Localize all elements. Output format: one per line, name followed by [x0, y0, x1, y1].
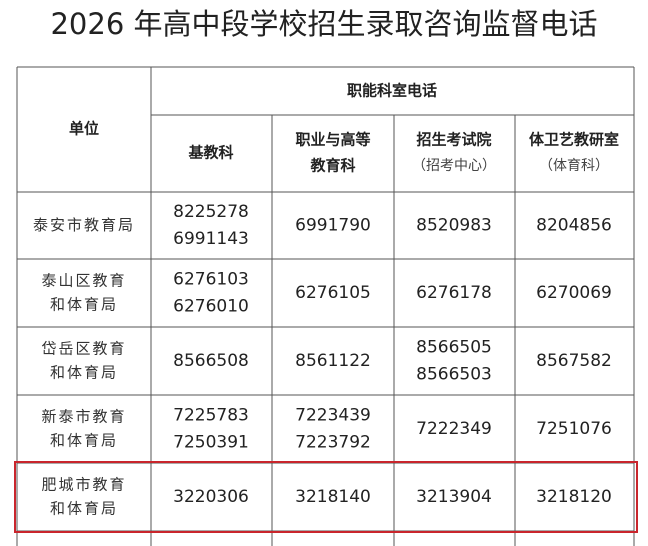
- unit-name: 新泰市教育: [41, 408, 126, 426]
- column-header: 基教科: [187, 144, 233, 162]
- phone-number: 3220306: [173, 487, 249, 507]
- phone-number: 6270069: [536, 283, 612, 303]
- unit-name: 肥城市教育: [41, 476, 126, 494]
- phone-number: 7222349: [416, 419, 492, 439]
- column-header: 招生考试院: [416, 131, 491, 149]
- group-header: 职能科室电话: [347, 82, 437, 100]
- phone-number: 7250391: [173, 433, 249, 453]
- unit-name: 泰安市教育局: [33, 216, 135, 234]
- column-header: 职业与高等: [295, 131, 370, 149]
- phone-number: 7225783: [173, 406, 249, 426]
- unit-name: 和体育局: [50, 296, 118, 314]
- phone-number: 8566503: [416, 365, 492, 385]
- phone-number: 8561122: [295, 351, 371, 371]
- highlight-box: [14, 461, 638, 533]
- unit-name: 泰山区教育: [41, 272, 126, 290]
- phone-number: 3213904: [416, 487, 492, 507]
- phone-number: 8566505: [416, 338, 492, 358]
- phone-number: 3218120: [536, 487, 612, 507]
- unit-name: 和体育局: [50, 364, 118, 382]
- phone-number: 6276105: [295, 283, 371, 303]
- page-title: 2026 年高中段学校招生录取咨询监督电话: [50, 7, 597, 41]
- phone-number: 6276010: [173, 297, 249, 317]
- phone-number: 6276103: [173, 270, 249, 290]
- unit-name: 岱岳区教育: [41, 340, 126, 358]
- phone-number: 8566508: [173, 351, 249, 371]
- unit-name: 和体育局: [50, 500, 118, 518]
- phone-number: 8567582: [536, 351, 612, 371]
- phone-number: 3218140: [295, 487, 371, 507]
- phone-number: 6991790: [295, 216, 371, 236]
- phone-number: 7251076: [536, 419, 612, 439]
- phone-number: 8225278: [173, 202, 249, 222]
- column-header: 教育科: [309, 157, 355, 175]
- phone-number: 8204856: [536, 216, 612, 236]
- unit-name: 和体育局: [50, 432, 118, 450]
- table-rules: [16, 66, 635, 546]
- phone-number: 7223792: [295, 433, 371, 453]
- unit-header: 单位: [69, 120, 99, 138]
- phone-number: 8520983: [416, 216, 492, 236]
- phone-number: 7223439: [295, 406, 371, 426]
- column-header: （体育科）: [539, 158, 609, 174]
- phone-number: 6276178: [416, 283, 492, 303]
- phone-number: 6991143: [173, 229, 249, 249]
- column-header: （招考中心）: [412, 158, 496, 174]
- column-header: 体卫艺教研室: [529, 131, 619, 149]
